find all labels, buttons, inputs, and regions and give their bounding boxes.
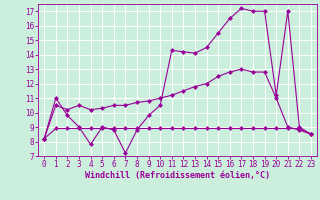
X-axis label: Windchill (Refroidissement éolien,°C): Windchill (Refroidissement éolien,°C) [85, 171, 270, 180]
